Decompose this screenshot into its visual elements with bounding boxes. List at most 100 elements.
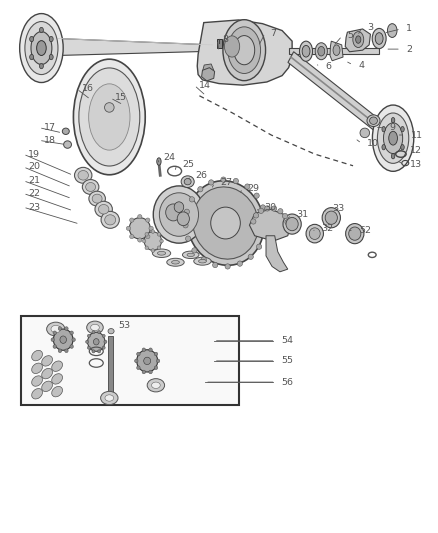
Ellipse shape (212, 262, 218, 268)
Polygon shape (201, 68, 215, 81)
Ellipse shape (32, 350, 42, 361)
Ellipse shape (145, 235, 150, 239)
Text: 16: 16 (82, 84, 94, 93)
Ellipse shape (375, 33, 383, 44)
Text: 2: 2 (406, 45, 412, 54)
Ellipse shape (144, 232, 162, 251)
Ellipse shape (89, 191, 106, 206)
Ellipse shape (149, 348, 152, 352)
Ellipse shape (181, 176, 194, 188)
Text: 26: 26 (195, 171, 207, 180)
Ellipse shape (144, 357, 151, 365)
Text: 6: 6 (325, 62, 332, 70)
Ellipse shape (72, 338, 75, 342)
Polygon shape (250, 209, 291, 241)
Ellipse shape (138, 215, 142, 219)
Ellipse shape (32, 389, 42, 399)
Text: 52: 52 (359, 226, 371, 235)
Ellipse shape (306, 224, 323, 243)
Ellipse shape (102, 334, 105, 337)
Ellipse shape (130, 218, 134, 222)
Ellipse shape (42, 368, 53, 379)
Ellipse shape (87, 334, 90, 337)
Text: 24: 24 (163, 154, 175, 163)
Text: 19: 19 (28, 150, 40, 159)
Ellipse shape (49, 36, 53, 42)
Ellipse shape (401, 144, 404, 150)
Ellipse shape (333, 45, 340, 55)
Ellipse shape (53, 331, 57, 335)
Ellipse shape (92, 330, 95, 334)
Ellipse shape (42, 356, 53, 366)
Ellipse shape (101, 212, 119, 228)
Ellipse shape (87, 346, 90, 349)
Ellipse shape (31, 31, 52, 64)
Ellipse shape (251, 219, 256, 224)
Ellipse shape (248, 254, 253, 260)
Ellipse shape (154, 366, 158, 369)
Polygon shape (288, 52, 383, 133)
Ellipse shape (25, 21, 58, 75)
Ellipse shape (167, 259, 184, 266)
Ellipse shape (87, 321, 103, 334)
Bar (109, 336, 113, 399)
Ellipse shape (151, 230, 155, 233)
Text: 9: 9 (390, 123, 396, 132)
Ellipse shape (183, 223, 188, 228)
Ellipse shape (156, 359, 160, 363)
Ellipse shape (137, 350, 158, 372)
Ellipse shape (51, 338, 54, 342)
Ellipse shape (149, 370, 152, 374)
Text: 54: 54 (281, 336, 293, 345)
Ellipse shape (58, 327, 62, 330)
Ellipse shape (149, 226, 153, 230)
Ellipse shape (98, 330, 101, 334)
Ellipse shape (65, 349, 68, 353)
Text: 12: 12 (410, 147, 422, 156)
Ellipse shape (51, 325, 60, 333)
Ellipse shape (233, 179, 239, 184)
Ellipse shape (145, 218, 150, 222)
Ellipse shape (318, 46, 325, 56)
Polygon shape (345, 29, 371, 52)
Ellipse shape (52, 374, 63, 384)
Ellipse shape (184, 209, 190, 214)
Ellipse shape (130, 235, 134, 239)
Ellipse shape (74, 59, 145, 175)
Ellipse shape (234, 36, 254, 64)
Ellipse shape (187, 253, 194, 256)
Ellipse shape (39, 27, 43, 33)
Ellipse shape (99, 205, 109, 214)
Ellipse shape (137, 366, 140, 369)
Ellipse shape (93, 338, 99, 345)
Ellipse shape (367, 115, 380, 126)
Text: 18: 18 (44, 136, 56, 145)
Text: 31: 31 (297, 210, 309, 219)
Ellipse shape (134, 359, 138, 363)
Ellipse shape (82, 180, 99, 195)
Ellipse shape (53, 345, 57, 349)
Text: 20: 20 (28, 163, 40, 171)
Ellipse shape (152, 382, 160, 389)
Ellipse shape (370, 117, 378, 124)
Text: 10: 10 (367, 139, 379, 148)
Ellipse shape (52, 361, 63, 372)
Ellipse shape (64, 141, 71, 148)
Ellipse shape (254, 213, 259, 218)
Text: 1: 1 (406, 25, 412, 34)
Ellipse shape (285, 220, 290, 225)
Ellipse shape (105, 103, 114, 112)
Ellipse shape (30, 36, 34, 42)
Ellipse shape (152, 249, 171, 257)
Ellipse shape (177, 212, 189, 225)
Ellipse shape (30, 54, 34, 60)
Ellipse shape (278, 208, 283, 214)
Ellipse shape (183, 251, 199, 259)
Ellipse shape (108, 328, 114, 334)
Text: 4: 4 (358, 61, 364, 69)
Ellipse shape (126, 226, 131, 230)
Ellipse shape (401, 126, 404, 132)
Ellipse shape (98, 350, 101, 353)
Ellipse shape (142, 348, 145, 352)
Ellipse shape (60, 336, 67, 343)
